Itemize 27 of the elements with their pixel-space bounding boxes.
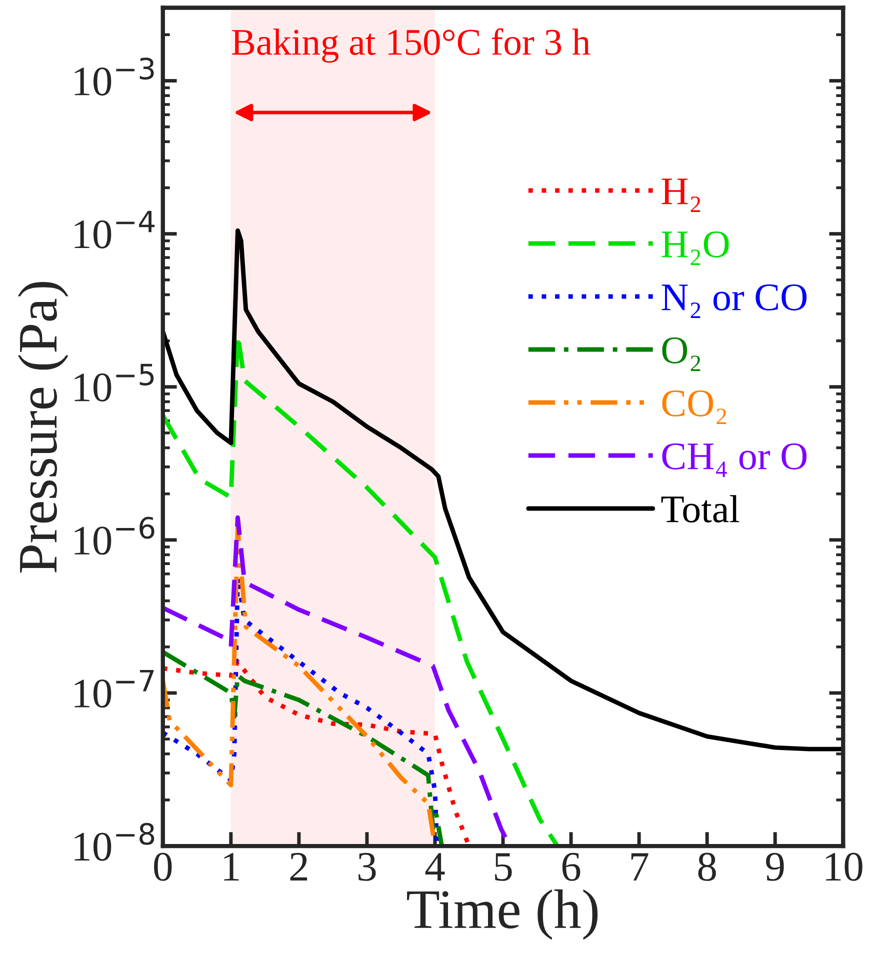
legend-label: O₂ [662, 337, 700, 372]
y-tick-label: 10$^{−7}$ [74, 670, 154, 708]
x-tick-label: 0 [154, 852, 172, 881]
x-axis-title: Time (h) [407, 889, 598, 940]
x-tick-label: 9 [766, 852, 784, 881]
legend-label: CH₄ or O [662, 443, 807, 477]
legend-label: H₂O [662, 231, 729, 266]
legend-label: CO₂ [662, 390, 726, 424]
x-tick-label: 7 [631, 853, 648, 880]
band-label: Baking at 150°C for 3 h [232, 28, 590, 63]
y-tick-label: 10$^{−8}$ [74, 822, 154, 861]
y-tick-label: 10$^{−5}$ [74, 364, 154, 402]
x-tick-label: 2 [290, 852, 308, 880]
x-tick-label: 6 [562, 852, 580, 881]
legend-label: Total [661, 495, 740, 522]
x-tick-label: 5 [495, 853, 512, 881]
y-tick-label: 10$^{−4}$ [74, 210, 154, 248]
x-tick-label: 3 [358, 852, 376, 881]
x-tick-label: 1 [224, 852, 239, 880]
y-tick-label: 10$^{−6}$ [74, 516, 154, 555]
legend-label: H₂ [662, 178, 700, 212]
legend-label: N₂ or CO [662, 284, 807, 318]
y-tick-label: 10$^{−3}$ [74, 58, 154, 96]
x-tick-label: 10 [826, 852, 862, 881]
y-axis-title: Pressure (Pa) [18, 282, 68, 573]
x-tick-label: 4 [425, 853, 445, 880]
x-tick-label: 8 [698, 852, 716, 881]
